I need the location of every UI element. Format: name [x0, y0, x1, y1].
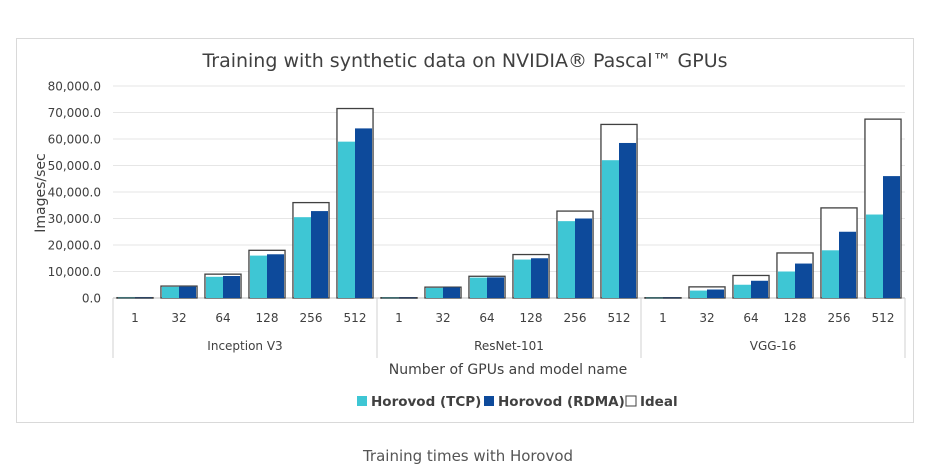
x-axis-label: Number of GPUs and model name	[389, 362, 627, 378]
bar-rdma	[795, 263, 813, 298]
bar-tcp	[601, 160, 619, 298]
y-tick-label: 60,000.0	[48, 133, 101, 147]
y-tick-label: 30,000.0	[48, 212, 101, 226]
bar-rdma	[883, 176, 901, 298]
bar-rdma	[839, 231, 857, 298]
bar-tcp	[161, 286, 179, 298]
x-tick-label: 1	[131, 311, 139, 325]
bar-tcp	[469, 277, 487, 298]
bar-rdma	[663, 297, 681, 299]
bar-rdma	[355, 128, 373, 298]
group-label: ResNet-101	[474, 339, 544, 353]
y-axis: 0.0 10,000.0 20,000.0 30,000.0 40,000.0 50,00…	[48, 80, 101, 306]
y-tick-label: 0.0	[82, 292, 101, 306]
bar-rdma	[311, 211, 329, 298]
bar-rdma	[531, 258, 549, 298]
y-tick-label: 50,000.0	[48, 159, 101, 173]
bar-tcp	[425, 287, 443, 298]
grid-layer	[113, 85, 905, 299]
x-tick-label: 256	[300, 311, 323, 325]
bar-tcp	[337, 141, 355, 298]
y-axis-label: Images/sec	[33, 153, 49, 232]
x-tick-label: 512	[344, 311, 367, 325]
bar-rdma	[399, 297, 417, 299]
x-tick-label: 32	[171, 311, 186, 325]
x-tick-label: 32	[699, 311, 714, 325]
x-tick-label: 64	[479, 311, 494, 325]
y-tick-label: 70,000.0	[48, 106, 101, 120]
bar-tcp	[117, 297, 135, 299]
bar-tcp	[293, 217, 311, 298]
legend-label-ideal: Ideal	[640, 394, 678, 410]
x-tick-label: 1	[659, 311, 667, 325]
bar-tcp	[645, 297, 663, 299]
x-tick-label: 512	[608, 311, 631, 325]
legend-swatch-ideal	[625, 395, 637, 407]
x-tick-label: 256	[564, 311, 587, 325]
bar-tcp	[689, 290, 707, 298]
legend-label-tcp: Horovod (TCP)	[371, 394, 481, 410]
bar-rdma	[267, 254, 285, 298]
bar-tcp	[205, 276, 223, 298]
bar-rdma	[487, 277, 505, 298]
bar-tcp	[513, 259, 531, 298]
y-tick-label: 80,000.0	[48, 80, 101, 94]
group-label: VGG-16	[750, 339, 796, 353]
figure-caption: Training times with Horovod	[362, 447, 574, 465]
chart-title: Training with synthetic data on NVIDIA® …	[201, 50, 727, 72]
bar-tcp	[865, 214, 883, 298]
bar-rdma	[751, 280, 769, 298]
bar-tcp	[249, 255, 267, 298]
bar-tcp	[821, 250, 839, 298]
x-tick-label: 64	[215, 311, 230, 325]
x-axis: 1 32 64 128 256 512 Inception V3 1 32 64 128 256 512…	[112, 298, 906, 358]
bar-rdma	[619, 142, 637, 298]
bar-rdma	[223, 276, 241, 298]
y-tick-label: 20,000.0	[48, 239, 101, 253]
x-tick-label: 256	[828, 311, 851, 325]
legend-swatch-tcp	[357, 396, 367, 406]
x-tick-label: 32	[435, 311, 450, 325]
bars-layer	[116, 107, 902, 299]
bar-tcp	[557, 221, 575, 298]
group-label: Inception V3	[207, 339, 282, 353]
x-tick-label: 512	[872, 311, 895, 325]
x-tick-label: 64	[743, 311, 758, 325]
x-tick-label: 128	[520, 311, 543, 325]
bar-rdma	[443, 287, 461, 298]
bar-rdma	[575, 218, 593, 298]
legend-swatch-rdma	[484, 396, 494, 406]
bar-rdma	[707, 289, 725, 298]
x-tick-label: 1	[395, 311, 403, 325]
x-tick-label: 128	[256, 311, 279, 325]
bar-tcp	[733, 284, 751, 298]
x-tick-label: 128	[784, 311, 807, 325]
y-tick-label: 40,000.0	[48, 186, 101, 200]
legend-label-rdma: Horovod (RDMA)	[498, 394, 625, 410]
bar-tcp	[381, 297, 399, 299]
chart-svg: Training with synthetic data on NVIDIA® …	[33, 50, 906, 410]
bar-tcp	[777, 271, 795, 298]
chart-frame	[16, 38, 914, 423]
y-tick-label: 10,000.0	[48, 265, 101, 279]
bar-rdma	[179, 286, 197, 298]
legend: Horovod (TCP) Horovod (RDMA) Ideal	[357, 394, 678, 410]
bar-rdma	[135, 297, 153, 299]
